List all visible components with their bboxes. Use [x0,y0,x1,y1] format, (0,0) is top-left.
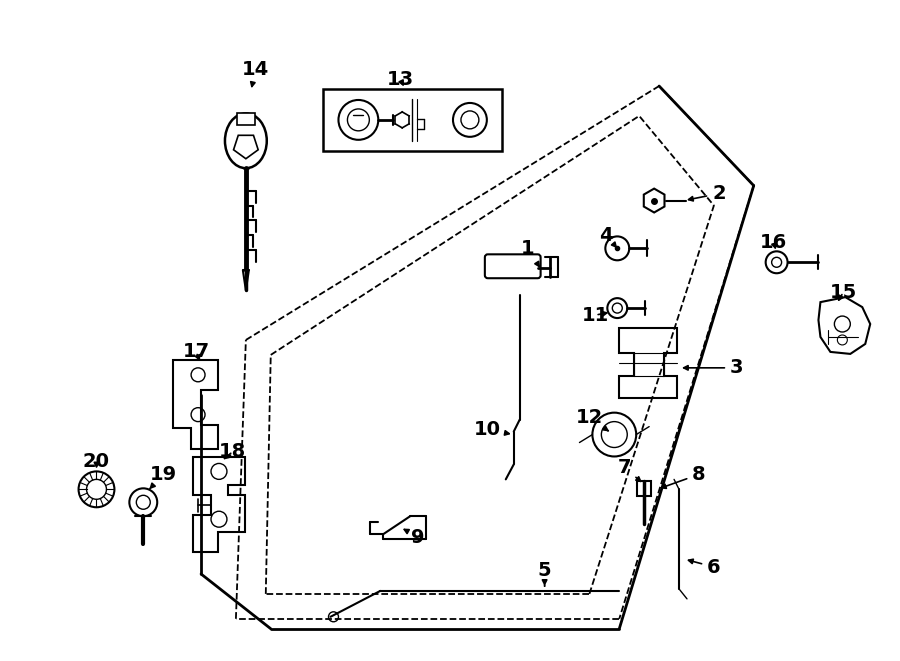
Text: 4: 4 [599,226,616,247]
Text: 3: 3 [684,358,743,377]
Text: 12: 12 [576,408,608,431]
Text: 20: 20 [83,452,110,471]
Text: 16: 16 [760,233,788,252]
Text: 14: 14 [242,59,269,87]
Text: 2: 2 [688,184,725,203]
Text: 6: 6 [688,557,721,576]
Text: 15: 15 [830,283,857,301]
Text: 5: 5 [538,561,552,586]
Text: 11: 11 [581,305,609,325]
Text: 13: 13 [387,69,414,89]
Text: 8: 8 [662,465,706,488]
Bar [637,481,652,496]
Text: 18: 18 [220,442,247,461]
FancyBboxPatch shape [322,89,502,151]
Text: 1: 1 [521,239,539,266]
Text: 9: 9 [404,527,425,547]
FancyBboxPatch shape [237,113,255,125]
Text: 17: 17 [183,342,210,362]
Text: 10: 10 [473,420,509,439]
Text: 7: 7 [617,458,641,481]
Text: 19: 19 [149,465,176,488]
FancyBboxPatch shape [485,254,541,278]
